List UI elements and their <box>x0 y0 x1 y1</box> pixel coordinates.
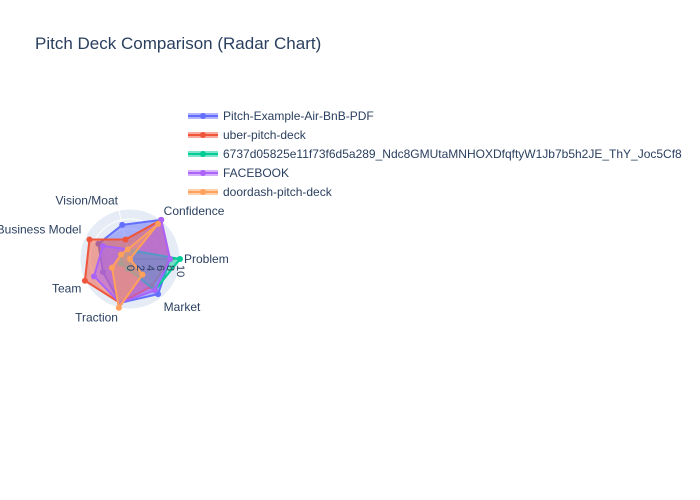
legend-label: 6737d05825e11f73f6d5a289_Ndc8GMUtaMNHOXD… <box>223 146 682 161</box>
series-doordash-pitch-deck <box>108 220 162 311</box>
data-point-doordash-pitch-deck-team[interactable] <box>108 264 115 271</box>
radial-tick-label: 0 <box>124 265 136 271</box>
axis-label-confidence: Confidence <box>164 204 225 218</box>
chart-title: Pitch Deck Comparison (Radar Chart) <box>35 34 322 53</box>
radar-series-layer <box>81 216 183 311</box>
legend-label: Pitch-Example-Air-BnB-PDF <box>223 108 374 123</box>
data-point-pitch-example-air-bnb-pdf-vision-moat[interactable] <box>119 221 126 228</box>
data-point-doordash-pitch-deck-traction[interactable] <box>115 304 122 311</box>
radial-tick-label: 2 <box>134 265 146 271</box>
legend-swatch <box>188 132 218 138</box>
data-point-facebook-market[interactable] <box>151 287 158 294</box>
data-point-facebook-business-model[interactable] <box>99 242 106 249</box>
radial-tick-label: 8 <box>164 265 176 271</box>
legend-label: doordash-pitch-deck <box>223 184 332 199</box>
data-point-uber-pitch-deck-business-model[interactable] <box>86 236 93 243</box>
legend-label: uber-pitch-deck <box>223 127 306 142</box>
legend-item-6737d05825e11f73f6d5a289-ndc8gmutamnhoxdfqftyw1jb7b5h2je-thy-joc5cf8[interactable]: 6737d05825e11f73f6d5a289_Ndc8GMUtaMNHOXD… <box>186 144 682 163</box>
legend-item-uber-pitch-deck[interactable]: uber-pitch-deck <box>186 125 682 144</box>
data-point-doordash-pitch-deck-problem[interactable] <box>127 256 133 262</box>
legend-label: FACEBOOK <box>223 165 290 180</box>
axis-label-problem: Problem <box>184 252 229 266</box>
legend-swatch <box>188 151 218 157</box>
radial-tick-label: 4 <box>144 265 156 271</box>
data-point-doordash-pitch-deck-market[interactable] <box>139 271 146 278</box>
legend-swatch <box>188 113 218 119</box>
series-area-doordash-pitch-deck <box>110 222 160 309</box>
data-point-doordash-pitch-deck-business-model[interactable] <box>117 251 124 258</box>
chart-legend: Pitch-Example-Air-BnB-PDF uber-pitch-deck… <box>186 106 682 201</box>
data-point-facebook-problem[interactable] <box>167 256 173 262</box>
radial-tick-label: 6 <box>154 265 166 271</box>
axis-label-business-model: Business Model <box>0 223 81 237</box>
legend-swatch <box>188 170 218 176</box>
legend-item-doordash-pitch-deck[interactable]: doordash-pitch-deck <box>186 182 682 201</box>
legend-item-facebook[interactable]: FACEBOOK <box>186 163 682 182</box>
data-point-uber-pitch-deck-vision-moat[interactable] <box>122 236 129 243</box>
data-point-doordash-pitch-deck-vision-moat[interactable] <box>124 246 131 253</box>
legend-item-pitch-example-air-bnb-pdf[interactable]: Pitch-Example-Air-BnB-PDF <box>186 106 682 125</box>
axis-label-traction: Traction <box>75 311 118 325</box>
radar-labels: Problem Market Traction Team Business Model V… <box>0 193 229 324</box>
axis-label-team: Team <box>52 281 81 295</box>
legend-swatch <box>188 189 218 195</box>
data-point-uber-pitch-deck-team[interactable] <box>81 277 88 284</box>
data-point-doordash-pitch-deck-confidence[interactable] <box>155 220 162 227</box>
data-point-facebook-team[interactable] <box>90 273 97 280</box>
axis-label-market: Market <box>164 300 201 314</box>
radial-tick-label: 10 <box>174 265 186 277</box>
axis-label-vision-moat: Vision/Moat <box>55 193 118 207</box>
data-point-6737d05825e11f73f6d5a289-ndc8gmutamnhoxdfqftyw1jb7b5h2je-thy-joc5cf8-problem[interactable] <box>177 256 183 262</box>
